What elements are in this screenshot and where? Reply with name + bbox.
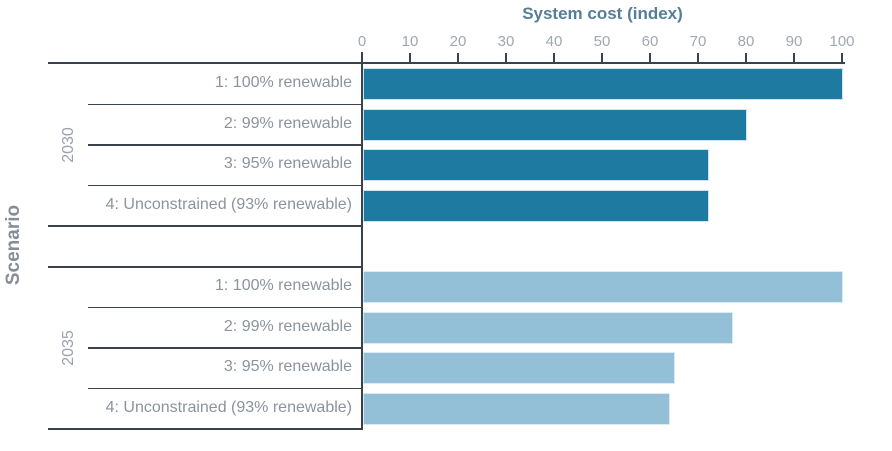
group-divider <box>48 225 363 228</box>
tick-label: 90 <box>785 33 803 50</box>
row-divider <box>88 184 363 187</box>
year-label-2030: 2030 <box>60 127 77 163</box>
row-divider <box>88 103 363 106</box>
row-label: 4: Unconstrained (93% renewable) <box>105 398 352 416</box>
tick-label: 60 <box>641 33 659 50</box>
tick-label: 30 <box>497 33 515 50</box>
tick-label: 50 <box>593 33 611 50</box>
bar-2035-scenario-1 <box>363 271 843 304</box>
tick-mark <box>841 53 843 63</box>
tick-mark <box>361 53 363 63</box>
tick-mark <box>553 53 555 63</box>
tick-label: 40 <box>545 33 563 50</box>
tick-mark <box>457 53 459 63</box>
row-label: 1: 100% renewable <box>215 277 352 295</box>
row-label: 4: Unconstrained (93% renewable) <box>105 195 352 213</box>
tick-mark <box>697 53 699 63</box>
tick-mark <box>793 53 795 63</box>
bar-2030-scenario-2 <box>363 108 747 141</box>
bottom-border <box>48 427 363 430</box>
bar-2030-scenario-4 <box>363 189 709 222</box>
tick-mark <box>649 53 651 63</box>
row-label: 2: 99% renewable <box>223 317 352 335</box>
tick-mark <box>745 53 747 63</box>
tick-label: 10 <box>401 33 419 50</box>
bar-2030-scenario-3 <box>363 149 709 182</box>
bar-2035-scenario-2 <box>363 311 733 344</box>
bar-2030-scenario-1 <box>363 68 843 101</box>
tick-label: 70 <box>689 33 707 50</box>
chart-title: System cost (index) <box>522 4 683 23</box>
axis-line-vertical <box>361 52 363 429</box>
tick-mark <box>601 53 603 63</box>
row-divider <box>88 144 363 146</box>
tick-label: 100 <box>829 33 855 50</box>
bar-2035-scenario-3 <box>363 352 675 385</box>
row-divider <box>88 387 363 390</box>
row-label: 1: 100% renewable <box>215 74 352 92</box>
row-divider <box>88 347 363 349</box>
tick-label: 80 <box>737 33 755 50</box>
tick-mark <box>505 53 507 63</box>
axis-line-top <box>48 62 845 64</box>
row-label: 2: 99% renewable <box>223 114 352 132</box>
tick-label: 0 <box>357 33 367 50</box>
row-divider <box>88 306 363 309</box>
row-label: 3: 95% renewable <box>223 155 352 173</box>
tick-mark <box>409 53 411 63</box>
group-divider <box>48 265 363 268</box>
bar-2035-scenario-4 <box>363 392 671 425</box>
y-axis-title-scenario: Scenario <box>3 204 24 286</box>
year-label-2035: 2035 <box>60 330 77 366</box>
row-label: 3: 95% renewable <box>223 358 352 376</box>
tick-label: 20 <box>449 33 467 50</box>
